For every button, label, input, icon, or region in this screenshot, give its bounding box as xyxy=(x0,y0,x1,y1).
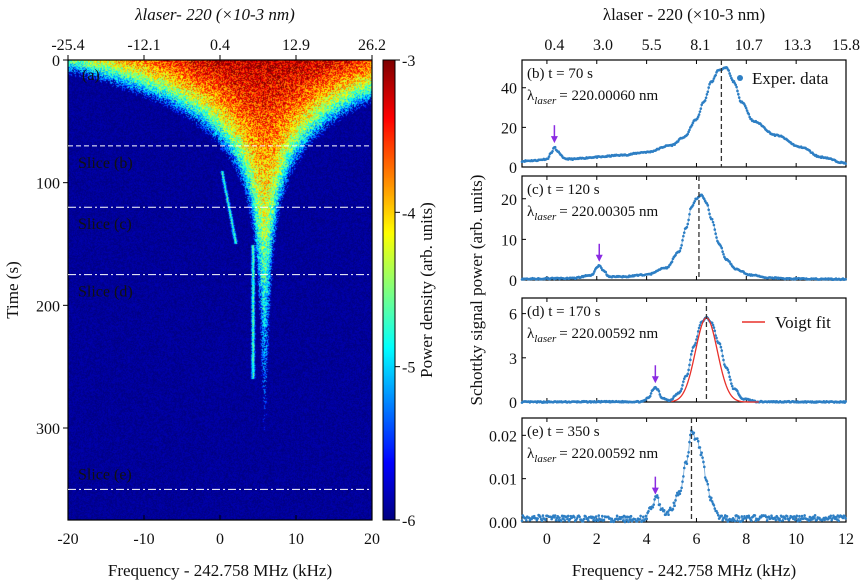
slice-label: Slice (c) xyxy=(78,216,132,233)
x-axis-label: Frequency - 242.758 MHz (kHz) xyxy=(108,561,332,580)
colorbar-tick-label: -5 xyxy=(402,360,415,377)
y-tick-label: 0.02 xyxy=(489,428,517,445)
x-tick-label: 10 xyxy=(788,531,804,548)
data-trace xyxy=(521,316,846,404)
panel-label: (b) t = 70 s xyxy=(527,66,593,82)
x-tick-label: 2 xyxy=(593,531,601,548)
x-tick-label: 6 xyxy=(692,531,700,548)
data-trace xyxy=(521,66,846,164)
panel-frame xyxy=(521,297,847,403)
legend-data-label: Exper. data xyxy=(752,69,829,88)
colorbar-frame xyxy=(382,59,396,521)
colorbar-tick-label: -4 xyxy=(402,205,415,222)
panel-frame xyxy=(521,59,847,168)
x-tick-label: 20 xyxy=(364,531,380,548)
x-tick-label: 8 xyxy=(742,531,750,548)
x-tick-label: -10 xyxy=(133,531,154,548)
top-x-tick-label: 8.1 xyxy=(690,37,710,54)
top-x-tick-label: 10.7 xyxy=(735,37,763,54)
top-x-axis-label: λlaser- 220 (×10-3 nm) xyxy=(134,5,295,24)
data-point xyxy=(844,277,847,281)
panel-label-a: (a) xyxy=(82,67,100,84)
y-tick-label: 40 xyxy=(501,81,517,98)
arrow-head-icon xyxy=(651,487,659,495)
top-x-tick-label: 3.0 xyxy=(593,37,613,54)
colorbar-tick-label: -6 xyxy=(402,513,415,530)
top-x-tick-label: 26.2 xyxy=(358,37,386,54)
top-x-tick-label: 13.3 xyxy=(783,37,811,54)
y-tick-label: 20 xyxy=(501,192,517,209)
colorbar-tick-label: -3 xyxy=(402,53,415,70)
y-tick-label: 6 xyxy=(509,307,517,324)
panel-lambda: λlaser = 220.00305 nm xyxy=(527,204,658,223)
y-axis-label: Schottky signal power (arb. units) xyxy=(467,175,486,406)
spectrum-panel xyxy=(520,175,847,282)
panel-label: (c) t = 120 s xyxy=(527,182,600,198)
top-x-axis-label: λlaser - 220 (×10-3 nm) xyxy=(603,5,765,24)
y-tick-label: 0 xyxy=(509,160,517,177)
arrow-head-icon xyxy=(651,376,659,384)
data-trace xyxy=(521,429,846,524)
panel-lambda: λlaser = 220.00060 nm xyxy=(527,88,658,107)
colorbar-label: Power density (arb. units) xyxy=(417,202,436,378)
y-tick-label: 200 xyxy=(36,298,60,315)
voigt-fit-curve xyxy=(671,317,759,403)
spectrum-panel xyxy=(520,59,847,168)
arrow-head-icon xyxy=(550,136,558,144)
y-tick-label: 0 xyxy=(52,53,60,70)
panel-label: (e) t = 350 s xyxy=(527,424,600,440)
x-tick-label: 12 xyxy=(838,531,854,548)
spectrum-panel xyxy=(520,417,847,524)
y-axis-label: Time (s) xyxy=(3,261,22,318)
slice-label: Slice (e) xyxy=(78,466,132,483)
y-tick-label: 0.01 xyxy=(489,472,517,489)
top-x-tick-label: -12.1 xyxy=(127,37,160,54)
x-axis-label: Frequency - 242.758 MHz (kHz) xyxy=(572,561,796,580)
y-tick-label: 100 xyxy=(36,176,60,193)
legend-fit-label: Voigt fit xyxy=(775,313,831,332)
top-x-tick-label: 12.9 xyxy=(282,37,310,54)
x-tick-label: -20 xyxy=(57,531,78,548)
y-tick-label: 0 xyxy=(509,273,517,290)
x-tick-label: 0 xyxy=(216,531,224,548)
y-tick-label: 0 xyxy=(509,395,517,412)
top-x-tick-label: -25.4 xyxy=(51,37,84,54)
x-tick-label: 10 xyxy=(288,531,304,548)
spectrum-panel xyxy=(520,297,847,404)
top-x-tick-label: 0.4 xyxy=(544,37,564,54)
y-tick-label: 300 xyxy=(36,421,60,438)
y-tick-label: 3 xyxy=(509,351,517,368)
spectrogram-heatmap xyxy=(68,60,372,520)
x-tick-label: 0 xyxy=(543,531,551,548)
slice-label: Slice (b) xyxy=(78,155,133,172)
top-x-tick-label: 15.8 xyxy=(832,37,860,54)
panel-lambda: λlaser = 220.00592 nm xyxy=(527,446,658,465)
top-x-tick-label: 0.4 xyxy=(210,37,230,54)
top-x-tick-label: 5.5 xyxy=(642,37,662,54)
data-trace xyxy=(521,194,846,281)
arrow-head-icon xyxy=(595,254,603,262)
x-tick-label: 4 xyxy=(643,531,651,548)
y-tick-label: 0.00 xyxy=(489,515,517,532)
panel-lambda: λlaser = 220.00592 nm xyxy=(527,326,658,345)
slice-label: Slice (d) xyxy=(78,284,133,301)
legend-data-marker xyxy=(737,75,743,81)
y-tick-label: 10 xyxy=(501,232,517,249)
colorbar xyxy=(383,60,395,520)
panel-label: (d) t = 170 s xyxy=(527,304,601,320)
y-tick-label: 20 xyxy=(501,120,517,137)
